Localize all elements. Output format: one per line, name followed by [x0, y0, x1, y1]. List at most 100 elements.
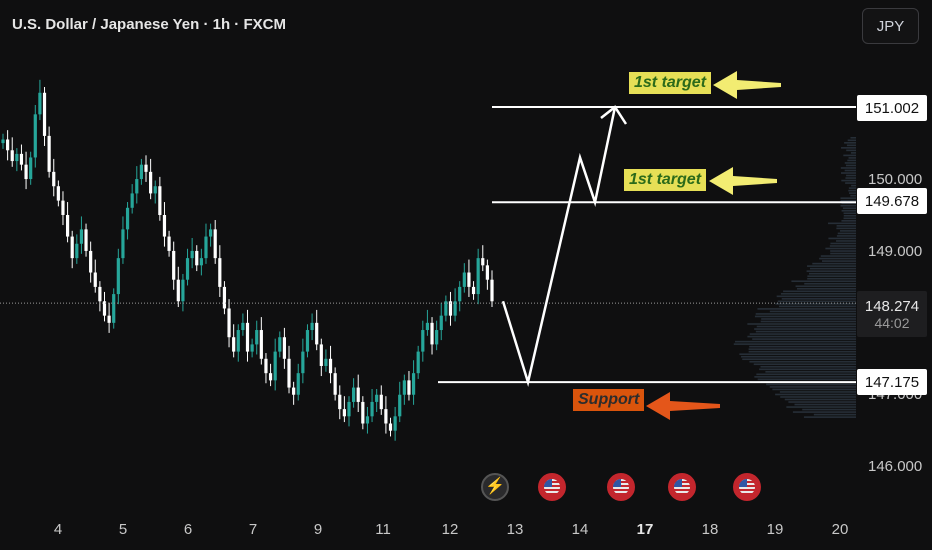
volume-profile-bar: [840, 205, 856, 207]
volume-profile-bar: [845, 177, 856, 179]
candle-body: [149, 172, 152, 194]
candle-body: [334, 373, 337, 395]
volume-profile-bar: [848, 190, 856, 192]
candle-body: [214, 229, 217, 258]
us-flag-icon[interactable]: [538, 473, 566, 501]
time-axis-label: 20: [832, 521, 849, 538]
candle-body: [209, 229, 212, 236]
volume-profile-bar: [846, 150, 856, 152]
candle-body: [135, 179, 138, 193]
volume-profile-bar: [758, 379, 856, 381]
candle-body: [34, 114, 37, 157]
volume-profile-bar: [821, 255, 856, 257]
volume-profile-bar: [752, 338, 856, 340]
currency-button[interactable]: JPY: [862, 8, 919, 44]
candle-body: [366, 416, 369, 423]
volume-profile-bar: [851, 152, 856, 154]
candle-body: [301, 352, 304, 374]
candle-body: [417, 352, 420, 374]
candle-body: [38, 93, 41, 115]
target-tag-mid: 1st target: [624, 169, 706, 191]
target-tag-top: 1st target: [629, 72, 711, 94]
price-scale-label: 146.000: [868, 458, 922, 475]
target-arrow: [713, 71, 781, 99]
volume-profile-bar: [747, 323, 856, 325]
volume-profile-bar: [778, 301, 856, 303]
volume-profile-bar: [741, 356, 856, 358]
volume-profile-bar: [739, 353, 856, 355]
time-axis-label: 6: [184, 521, 192, 538]
volume-profile-bar: [766, 384, 856, 386]
volume-profile-bar: [841, 172, 856, 174]
candle-body: [232, 337, 235, 351]
volume-profile-bar: [770, 386, 856, 388]
volume-profile-bar: [749, 361, 856, 363]
candle-body: [430, 323, 433, 345]
candle-body: [6, 139, 9, 150]
us-flag-icon[interactable]: [668, 473, 696, 501]
us-flag-icon[interactable]: [607, 473, 635, 501]
candle-body: [426, 323, 429, 330]
volume-profile-bar: [850, 137, 856, 139]
candle-body: [218, 258, 221, 287]
candle-body: [361, 402, 364, 424]
candle-body: [357, 388, 360, 402]
candle-body: [71, 237, 74, 259]
volume-profile-bar: [756, 313, 856, 315]
level-price-box: 151.002: [857, 95, 927, 121]
candle-body: [260, 330, 263, 359]
candle-body: [191, 251, 194, 258]
volume-profile-bar: [843, 207, 856, 209]
volume-profile-bar: [804, 416, 856, 418]
candle-body: [29, 157, 32, 179]
candle-body: [329, 359, 332, 373]
candle-body: [306, 330, 309, 352]
candle-body: [84, 229, 87, 251]
volume-profile-bar: [845, 170, 856, 172]
candle-body: [394, 416, 397, 430]
candle-body: [163, 215, 166, 237]
candle-body: [320, 344, 323, 366]
volume-profile-bar: [779, 306, 856, 308]
support-tag: Support: [573, 389, 644, 411]
candle-body: [66, 215, 69, 237]
candle-body: [48, 136, 51, 172]
volume-profile-bar: [836, 240, 856, 242]
candle-body: [278, 337, 281, 351]
volume-profile-bar: [754, 376, 856, 378]
volume-profile-bar: [786, 406, 856, 408]
candle-body: [94, 273, 97, 287]
lightning-icon[interactable]: ⚡: [481, 473, 509, 501]
volume-profile-bar: [754, 363, 856, 365]
volume-profile-bar: [840, 230, 856, 232]
candle-body: [435, 330, 438, 344]
price-scale-label: 149.000: [868, 243, 922, 260]
candle-body: [80, 229, 83, 243]
volume-profile-bar: [757, 326, 856, 328]
candle-body: [269, 373, 272, 380]
volume-profile-bar: [750, 333, 856, 335]
volume-profile-bar: [780, 391, 856, 393]
level-price-box: 149.678: [857, 188, 927, 214]
candle-body: [375, 395, 378, 402]
time-axis-label: 12: [442, 521, 459, 538]
level-price-box: 147.175: [857, 369, 927, 395]
volume-profile-bar: [844, 142, 856, 144]
volume-profile-bar: [788, 401, 856, 403]
candle-body: [131, 193, 134, 207]
candle-body: [440, 316, 443, 330]
candle-body: [11, 150, 14, 161]
us-flag-icon[interactable]: [733, 473, 761, 501]
candle-body: [292, 388, 295, 395]
volume-profile-bar: [810, 268, 856, 270]
volume-profile-bar: [765, 371, 856, 373]
time-axis-label: 11: [375, 521, 391, 538]
volume-profile-bar: [812, 263, 856, 265]
candle-body: [167, 237, 170, 251]
volume-profile-bar: [847, 160, 856, 162]
candle-body: [421, 330, 424, 352]
candle-body: [310, 323, 313, 330]
time-axis-label: 4: [54, 521, 62, 538]
volume-profile-bar: [822, 260, 856, 262]
